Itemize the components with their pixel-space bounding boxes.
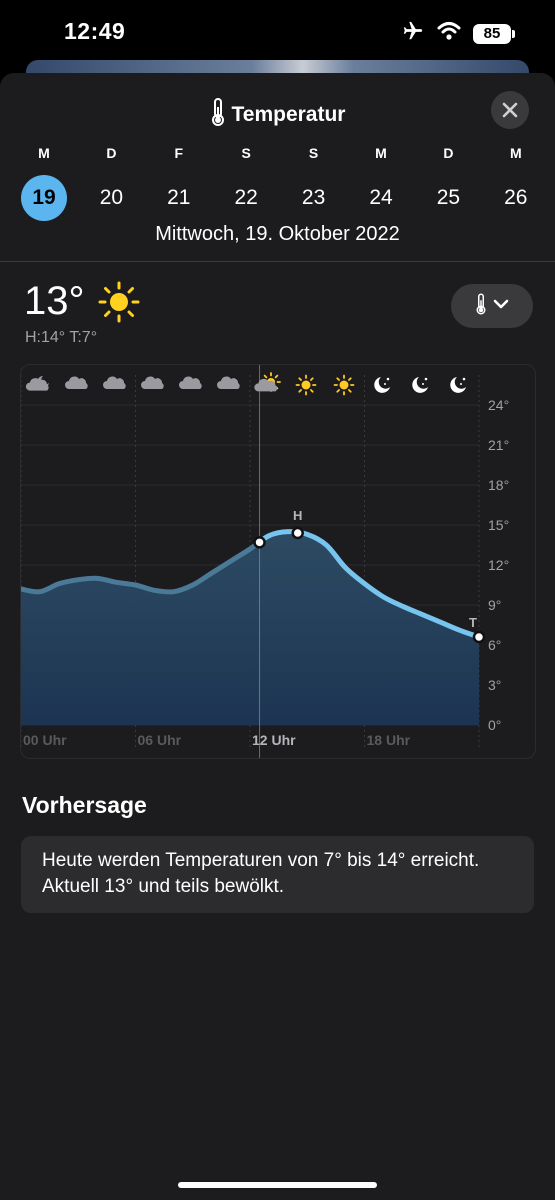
day-letter: M <box>38 145 50 161</box>
cloud-icon <box>217 376 240 389</box>
moon-stars-icon <box>374 377 390 393</box>
day-number: 21 <box>167 186 191 209</box>
day-number: 26 <box>504 186 528 209</box>
day-number: 19 <box>21 175 67 221</box>
y-tick-label: 18° <box>488 477 509 493</box>
day-number: 25 <box>436 186 461 209</box>
day-letter: S <box>308 145 319 161</box>
day-23[interactable]: S 23 <box>289 145 339 221</box>
battery-indicator: 85 <box>473 23 515 44</box>
forecast-title: Vorhersage <box>22 792 147 818</box>
y-tick-label: 6° <box>488 637 501 653</box>
sheet-header: Temperatur <box>0 73 555 143</box>
close-icon <box>502 102 518 118</box>
day-24[interactable]: M 24 <box>356 145 406 221</box>
high-label: H <box>293 508 302 523</box>
airplane-icon <box>401 20 425 47</box>
day-letter: D <box>443 145 454 161</box>
y-tick-label: 12° <box>488 557 509 573</box>
forecast-card: Heute werden Temperaturen von 7° bis 14°… <box>21 836 534 913</box>
y-tick-label: 21° <box>488 437 509 453</box>
current-temperature: 13° <box>24 279 85 323</box>
metric-selector-button[interactable] <box>451 284 533 328</box>
y-tick-label: 0° <box>488 717 501 733</box>
thermometer-icon <box>210 97 226 133</box>
day-letter: D <box>106 145 117 161</box>
status-bar: 12:49 85 <box>0 0 555 64</box>
y-tick-label: 3° <box>488 677 501 693</box>
temperature-line-past <box>21 538 260 595</box>
battery-level: 85 <box>473 23 511 44</box>
cloud-icon <box>103 376 126 389</box>
day-number: 23 <box>301 186 326 209</box>
divider <box>0 261 555 262</box>
wifi-icon <box>437 21 461 46</box>
x-tick-label: 00 Uhr <box>23 732 67 748</box>
sun-icon <box>98 281 140 328</box>
y-tick-label: 15° <box>488 517 509 533</box>
day-number: 24 <box>369 186 393 209</box>
home-indicator[interactable] <box>178 1182 377 1188</box>
day-25[interactable]: D 25 <box>423 145 473 221</box>
current-point <box>253 536 266 549</box>
temperature-line-future <box>259 529 482 640</box>
sun-cloud-icon <box>254 372 281 392</box>
temperature-chart[interactable]: H T 24° 21° 18° 15° 12° 9° 6° 3° 0° 00 Uhr 06 Uhr 12 … <box>20 364 536 759</box>
day-20[interactable]: D 20 <box>86 145 136 221</box>
day-19[interactable]: M 19 <box>19 145 69 221</box>
thermometer-icon <box>475 292 487 321</box>
status-time: 12:49 <box>64 18 126 44</box>
day-letter: S <box>241 145 251 161</box>
temperature-area <box>21 531 479 725</box>
temperature-chart-svg: H T 24° 21° 18° 15° 12° 9° 6° 3° 0° 00 Uhr 06 Uhr 12 … <box>20 365 509 758</box>
low-label: T <box>469 615 477 630</box>
x-tick-label: 18 Uhr <box>367 732 411 748</box>
day-letter: M <box>375 145 387 161</box>
selected-date-label: Mittwoch, 19. Oktober 2022 <box>155 223 400 245</box>
y-tick-label: 9° <box>488 597 501 613</box>
title-label: Temperatur <box>231 103 346 126</box>
sun-icon <box>295 374 317 396</box>
chevron-down-icon <box>493 297 509 315</box>
moon-cloud-icon <box>25 376 49 391</box>
day-letter: M <box>509 145 522 161</box>
sun-icon <box>333 374 355 396</box>
moon-stars-icon <box>450 377 466 393</box>
cloud-icon <box>65 376 88 389</box>
temperature-sheet: Temperatur M 19 D 20 F 21 S 22 S 23 M 24 D 25 M 26 Mitt… <box>0 73 555 1200</box>
day-26[interactable]: M 26 <box>491 145 541 221</box>
day-number: 22 <box>234 186 258 209</box>
high-point <box>291 526 304 540</box>
day-number: 20 <box>99 186 124 209</box>
day-picker: M 19 D 20 F 21 S 22 S 23 M 24 D 25 M 26 <box>0 145 555 225</box>
day-21[interactable]: F 21 <box>154 145 204 221</box>
day-letter: F <box>174 145 184 161</box>
x-tick-label: 06 Uhr <box>138 732 182 748</box>
close-button[interactable] <box>491 91 529 129</box>
low-point <box>472 630 486 644</box>
cloud-icon <box>179 376 202 389</box>
cloud-icon <box>141 376 164 389</box>
day-22[interactable]: S 22 <box>221 145 271 221</box>
y-tick-label: 24° <box>488 397 509 413</box>
forecast-text: Heute werden Temperaturen von 7° bis 14°… <box>42 850 480 897</box>
x-tick-label: 12 Uhr <box>252 732 296 748</box>
high-low-label: H:14° T:7° <box>25 329 98 346</box>
moon-stars-icon <box>412 377 428 393</box>
sheet-title: Temperatur <box>0 97 555 133</box>
